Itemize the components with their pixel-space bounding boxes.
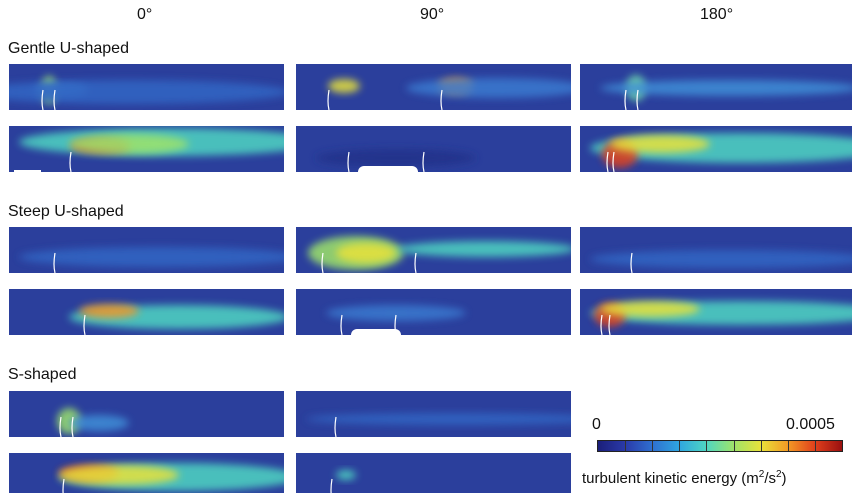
flow-field-panel (9, 453, 284, 493)
flow-field-panel (296, 64, 571, 110)
fin-outline (53, 252, 56, 273)
tke-region (336, 243, 396, 263)
flow-field-panel (296, 289, 571, 335)
flow-field-image (580, 227, 852, 273)
fin-outline (327, 89, 330, 110)
flow-field-image (9, 391, 284, 437)
tke-region (69, 134, 189, 154)
fin-outline (71, 416, 74, 437)
tke-region (590, 250, 852, 268)
row-header-s-shaped: S-shaped (8, 366, 77, 383)
body-cutout (358, 166, 418, 172)
flow-field-image (9, 453, 284, 493)
flow-field-panel (580, 227, 852, 273)
flow-field-panel (9, 227, 284, 273)
fin-outline (606, 151, 609, 172)
flow-field-panel (296, 227, 571, 273)
fin-outline (334, 416, 337, 437)
colorbar (597, 440, 843, 452)
colorbar-tick (760, 441, 762, 451)
colorbar-tick (787, 441, 789, 451)
body-cutout (351, 329, 401, 335)
tke-region (306, 413, 571, 425)
colorbar-tick (814, 441, 816, 451)
fin-outline (83, 314, 86, 335)
colorbar-tick (652, 441, 654, 451)
flow-field-panel (580, 126, 852, 172)
column-header-0deg: 0° (137, 6, 153, 23)
flow-field-panel (296, 391, 571, 437)
fin-outline (422, 151, 425, 172)
flow-field-image (296, 227, 571, 273)
flow-field-panel (580, 64, 852, 110)
tke-region (600, 301, 700, 317)
flow-field-panel (9, 391, 284, 437)
row-header-steep-u: Steep U-shaped (8, 203, 124, 220)
tke-region (396, 241, 571, 257)
fin-outline (612, 151, 615, 172)
tke-region (316, 149, 476, 167)
fin-outline (440, 89, 443, 110)
flow-field-image (296, 453, 571, 493)
flow-field-image (296, 289, 571, 335)
tke-region (406, 78, 571, 98)
fin-outline (330, 478, 333, 493)
tke-region (79, 304, 139, 318)
fin-outline (347, 151, 350, 172)
tke-region (600, 80, 852, 96)
fin-outline (62, 478, 65, 493)
fin-outline (636, 89, 639, 110)
fin-outline (69, 151, 72, 172)
fin-outline (321, 252, 324, 273)
fin-outline (630, 252, 633, 273)
flow-field-panel (9, 64, 284, 110)
row-header-gentle-u: Gentle U-shaped (8, 40, 129, 57)
tke-region (328, 79, 360, 93)
flow-field-image (296, 64, 571, 110)
colorbar-title: turbulent kinetic energy (m2/s2) (582, 469, 787, 487)
colorbar-tick (706, 441, 708, 451)
flow-field-image (580, 64, 852, 110)
scale-bar (14, 170, 41, 174)
tke-region (19, 247, 284, 267)
fin-outline (600, 314, 603, 335)
flow-field-image (9, 126, 284, 172)
colorbar-tick (625, 441, 627, 451)
tke-region (9, 80, 284, 104)
fin-outline (608, 314, 611, 335)
flow-field-image (9, 227, 284, 273)
fin-outline (53, 89, 56, 110)
tke-region (336, 470, 356, 480)
flow-field-image (580, 126, 852, 172)
flow-field-image (9, 289, 284, 335)
flow-field-panel (296, 453, 571, 493)
fin-outline (41, 89, 44, 110)
flow-field-image (580, 289, 852, 335)
colorbar-tick (679, 441, 681, 451)
flow-field-panel (580, 289, 852, 335)
colorbar-tick (733, 441, 735, 451)
tke-region (610, 135, 710, 153)
colorbar-min-label: 0 (592, 416, 601, 433)
colorbar-max-label: 0.0005 (786, 416, 835, 433)
flow-field-panel (9, 289, 284, 335)
column-header-180deg: 180° (700, 6, 734, 23)
tke-region (69, 415, 129, 431)
flow-field-panel (9, 126, 284, 172)
tke-region (326, 305, 466, 321)
tke-region (59, 465, 179, 485)
flow-field-image (9, 64, 284, 110)
column-header-90deg: 90° (420, 6, 445, 23)
flow-field-image (296, 126, 571, 172)
fin-outline (340, 314, 343, 335)
fin-outline (59, 416, 62, 437)
fin-outline (414, 252, 417, 273)
flow-field-panel (296, 126, 571, 172)
fin-outline (624, 89, 627, 110)
flow-field-image (296, 391, 571, 437)
